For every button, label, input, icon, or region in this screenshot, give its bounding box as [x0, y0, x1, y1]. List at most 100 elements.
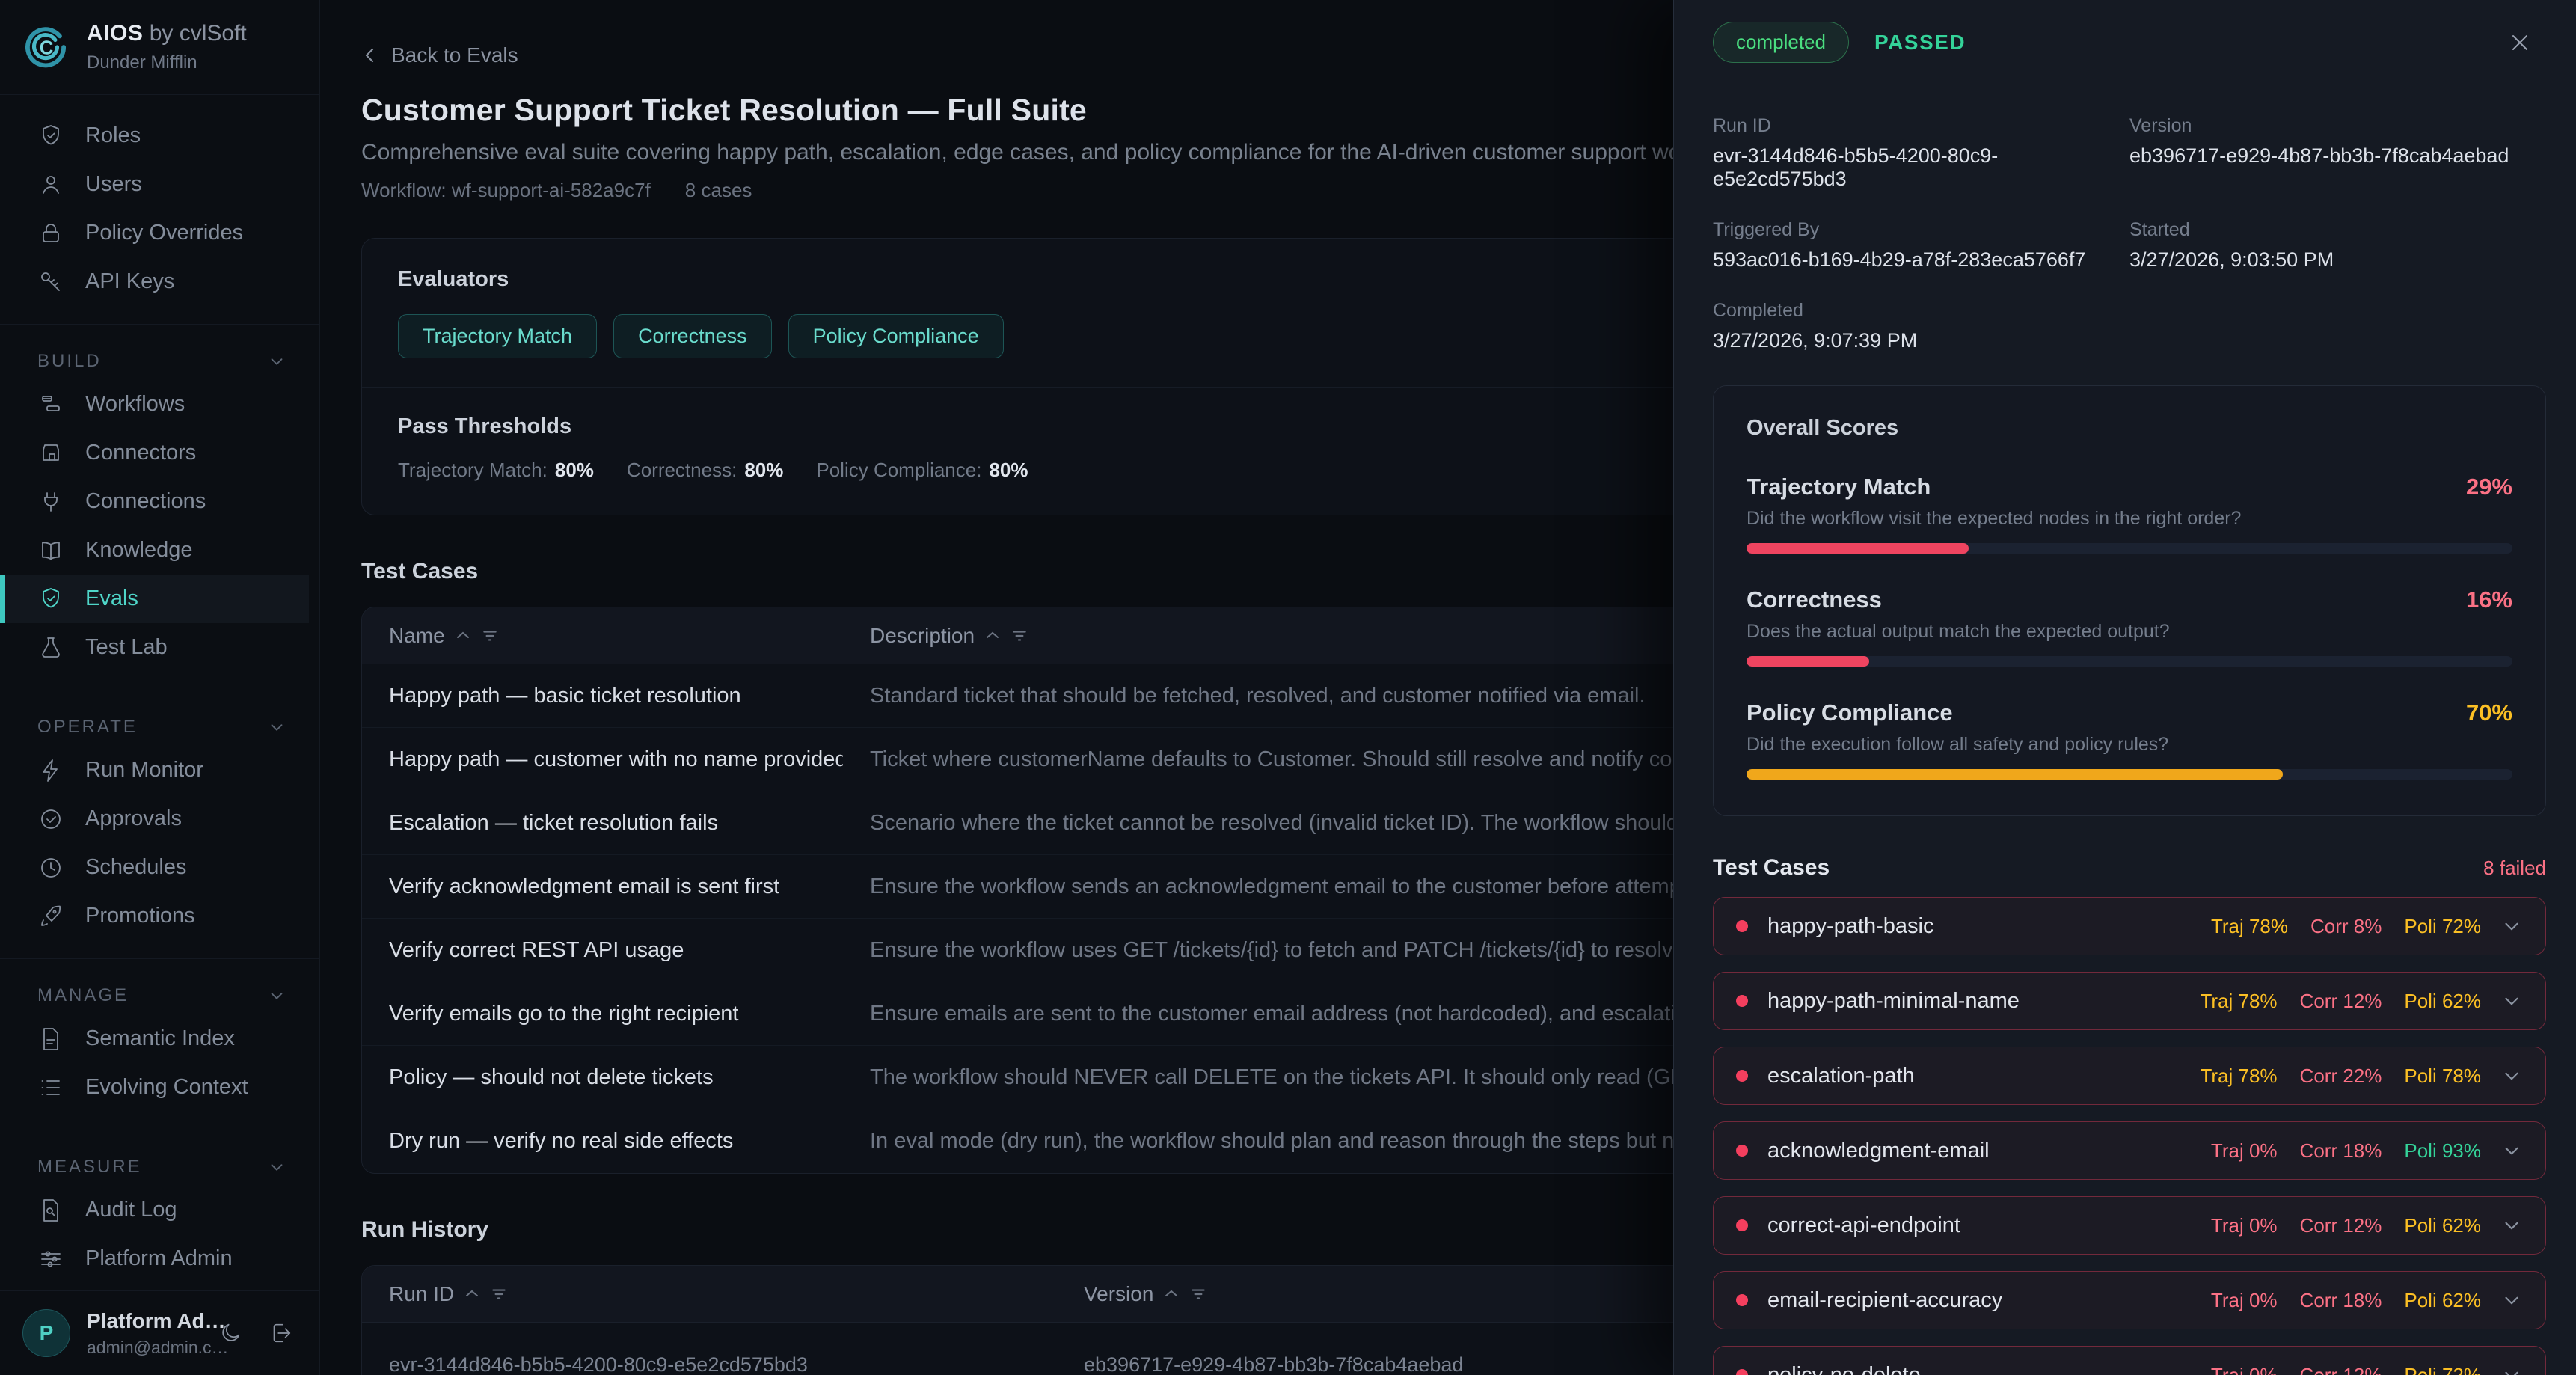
shield-check-icon	[37, 586, 64, 613]
run-history-heading: Run History	[361, 1217, 489, 1242]
fail-dot-icon	[1736, 920, 1748, 932]
book-open-icon	[37, 537, 64, 564]
table-row[interactable]: Dry run — verify no real side effects In …	[389, 1129, 1782, 1153]
column-header-description[interactable]: Description	[843, 624, 1782, 648]
sidebar-item-users[interactable]: Users	[0, 160, 319, 209]
sidebar-item-semantic-index[interactable]: Semantic Index	[0, 1014, 319, 1063]
chevron-down-icon[interactable]	[2500, 990, 2523, 1012]
sidebar-item-label: Approvals	[85, 806, 182, 830]
chevron-down-icon[interactable]	[2500, 1214, 2523, 1237]
test-case-row[interactable]: email-recipient-accuracy Traj 0% Corr 18% P…	[1713, 1271, 2546, 1329]
section-label: BUILD	[37, 351, 102, 371]
test-case-row[interactable]: policy-no-delete Traj 0% Corr 12% Poli 72%	[1713, 1346, 2546, 1375]
shield-check-icon	[37, 123, 64, 150]
sidebar-item-roles[interactable]: Roles	[0, 111, 319, 160]
sidebar-section-build[interactable]: BUILD	[0, 343, 319, 380]
app-logo-icon: C	[22, 24, 69, 70]
sidebar-item-promotions[interactable]: Promotions	[0, 892, 319, 940]
sidebar-item-connectors[interactable]: Connectors	[0, 429, 319, 477]
evaluators-card: Evaluators Trajectory Match Correctness …	[361, 238, 1752, 515]
sort-chevron-icon[interactable]	[463, 1285, 481, 1303]
app-byline: by cvlSoft	[149, 21, 247, 46]
sidebar-item-workflows[interactable]: Workflows	[0, 380, 319, 429]
chevron-down-icon[interactable]	[2500, 915, 2523, 937]
table-row[interactable]: Verify acknowledgment email is sent firs…	[362, 855, 1782, 919]
sidebar-section-manage[interactable]: MANAGE	[0, 977, 319, 1014]
sidebar-item-connections[interactable]: Connections	[0, 477, 319, 526]
sidebar-section-measure[interactable]: MEASURE	[0, 1148, 319, 1186]
score-description: Did the workflow visit the expected node…	[1747, 508, 2242, 529]
sidebar-item-evolving-context[interactable]: Evolving Context	[0, 1063, 319, 1112]
column-header-run-id[interactable]: Run ID	[362, 1282, 1057, 1306]
column-header-name[interactable]: Name	[362, 624, 843, 648]
column-header-version[interactable]: Version	[1057, 1282, 1665, 1306]
sidebar-item-label: Promotions	[85, 904, 195, 928]
sidebar-item-label: Workflows	[85, 392, 185, 416]
page-title: Customer Support Ticket Resolution — Ful…	[361, 93, 1087, 127]
test-case-row[interactable]: correct-api-endpoint Traj 0% Corr 12% Poli …	[1713, 1196, 2546, 1255]
filter-icon[interactable]	[481, 627, 499, 645]
app-name: AIOS	[87, 21, 144, 46]
table-header: Run ID Version Status	[362, 1266, 1782, 1323]
sidebar-item-platform-admin[interactable]: Platform Admin	[0, 1234, 319, 1283]
dark-mode-toggle[interactable]	[215, 1317, 248, 1350]
divider	[0, 958, 319, 959]
test-case-row[interactable]: acknowledgment-email Traj 0% Corr 18% Poli …	[1713, 1121, 2546, 1180]
sidebar-item-approvals[interactable]: Approvals	[0, 794, 319, 843]
evaluators-heading: Evaluators	[398, 267, 509, 291]
drawer-header: completed PASSED	[1674, 0, 2576, 85]
back-to-evals-link[interactable]: Back to Evals	[361, 43, 518, 67]
chevron-down-icon[interactable]	[2500, 1289, 2523, 1311]
sidebar-section-operate[interactable]: OPERATE	[0, 708, 319, 746]
page-subtitle: Comprehensive eval suite covering happy …	[361, 140, 1745, 165]
threshold-item: Correctness: 80%	[626, 459, 784, 481]
chevron-down-icon[interactable]	[2500, 1139, 2523, 1162]
test-case-row[interactable]: escalation-path Traj 78% Corr 22% Poli 78%	[1713, 1047, 2546, 1105]
table-row[interactable]: Happy path — customer with no name provi…	[362, 728, 1782, 791]
section-label: OPERATE	[37, 717, 138, 737]
close-drawer-button[interactable]	[2503, 25, 2537, 60]
chevron-down-icon[interactable]	[2500, 1065, 2523, 1087]
info-field-run-id: Run ID evr-3144d846-b5b5-4200-80c9-e5e2cd…	[1713, 115, 1999, 190]
table-row[interactable]: Happy path — basic ticket resolution Stan…	[362, 664, 1782, 728]
sidebar-item-test-lab[interactable]: Test Lab	[0, 623, 319, 672]
file-text-icon	[37, 1026, 64, 1053]
test-case-row[interactable]: happy-path-minimal-name Traj 78% Corr 12% P…	[1713, 972, 2546, 1030]
sort-chevron-icon[interactable]	[1162, 1285, 1180, 1303]
fail-dot-icon	[1736, 995, 1748, 1007]
sidebar-item-api-keys[interactable]: API Keys	[0, 257, 319, 306]
chevron-down-icon[interactable]	[2500, 1364, 2523, 1375]
sidebar-item-label: API Keys	[85, 269, 175, 293]
filter-icon[interactable]	[490, 1285, 508, 1303]
sidebar-item-audit-log[interactable]: Audit Log	[0, 1186, 319, 1234]
table-row[interactable]: evr-3144d846-b5b5-4200-80c9-e5e2cd575bd3…	[362, 1323, 1782, 1375]
sidebar-item-schedules[interactable]: Schedules	[0, 843, 319, 892]
score-description: Does the actual output match the expecte…	[1747, 621, 2170, 642]
sidebar-item-label: Test Lab	[85, 635, 168, 659]
sidebar-item-policy-overrides[interactable]: Policy Overrides	[0, 209, 319, 257]
rocket-icon	[37, 903, 64, 930]
sidebar-item-knowledge[interactable]: Knowledge	[0, 526, 319, 575]
user-info: Platform Ad… admin@admin.c…	[87, 1309, 229, 1358]
sidebar-item-run-monitor[interactable]: Run Monitor	[0, 746, 319, 794]
test-case-row[interactable]: happy-path-basic Traj 78% Corr 8% Poli 72%	[1713, 897, 2546, 955]
fail-dot-icon	[1736, 1294, 1748, 1306]
table-row[interactable]: Verify correct REST API usage Ensure the …	[362, 919, 1782, 982]
table-row[interactable]: Verify emails go to the right recipient E…	[362, 982, 1782, 1046]
divider	[362, 387, 1752, 388]
filter-icon[interactable]	[1011, 627, 1028, 645]
sidebar-item-evals[interactable]: Evals	[0, 575, 309, 623]
score-policy-compliance: Policy Compliance 70% Did the execution f…	[1747, 699, 2512, 780]
sort-chevron-icon[interactable]	[984, 627, 1002, 645]
sidebar-nav: Roles Users Policy Overrides API Keys BU…	[0, 95, 319, 1290]
workflow-id: Workflow: wf-support-ai-582a9c7f	[361, 179, 651, 201]
table-row[interactable]: Escalation — ticket resolution fails Scen…	[362, 791, 1782, 855]
table-header: Name Description	[362, 607, 1782, 664]
avatar[interactable]: P	[22, 1309, 70, 1357]
logout-button[interactable]	[264, 1317, 297, 1350]
table-row[interactable]: Policy — should not delete tickets The wo…	[362, 1046, 1782, 1109]
filter-icon[interactable]	[1189, 1285, 1207, 1303]
sort-chevron-icon[interactable]	[454, 627, 472, 645]
file-search-icon	[37, 1197, 64, 1224]
back-label: Back to Evals	[391, 43, 518, 67]
